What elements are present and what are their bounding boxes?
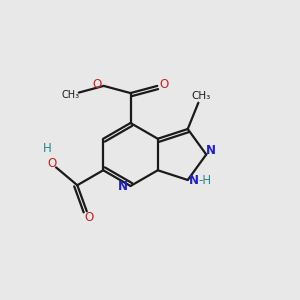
Text: N: N xyxy=(118,180,128,194)
Text: -H: -H xyxy=(198,174,211,188)
Text: O: O xyxy=(159,78,168,91)
Text: H: H xyxy=(43,142,52,155)
Text: CH₃: CH₃ xyxy=(61,90,79,100)
Text: CH₃: CH₃ xyxy=(191,91,211,101)
Text: O: O xyxy=(84,211,94,224)
Text: N: N xyxy=(189,174,199,188)
Text: O: O xyxy=(93,78,102,91)
Text: O: O xyxy=(47,158,57,170)
Text: N: N xyxy=(206,144,216,158)
